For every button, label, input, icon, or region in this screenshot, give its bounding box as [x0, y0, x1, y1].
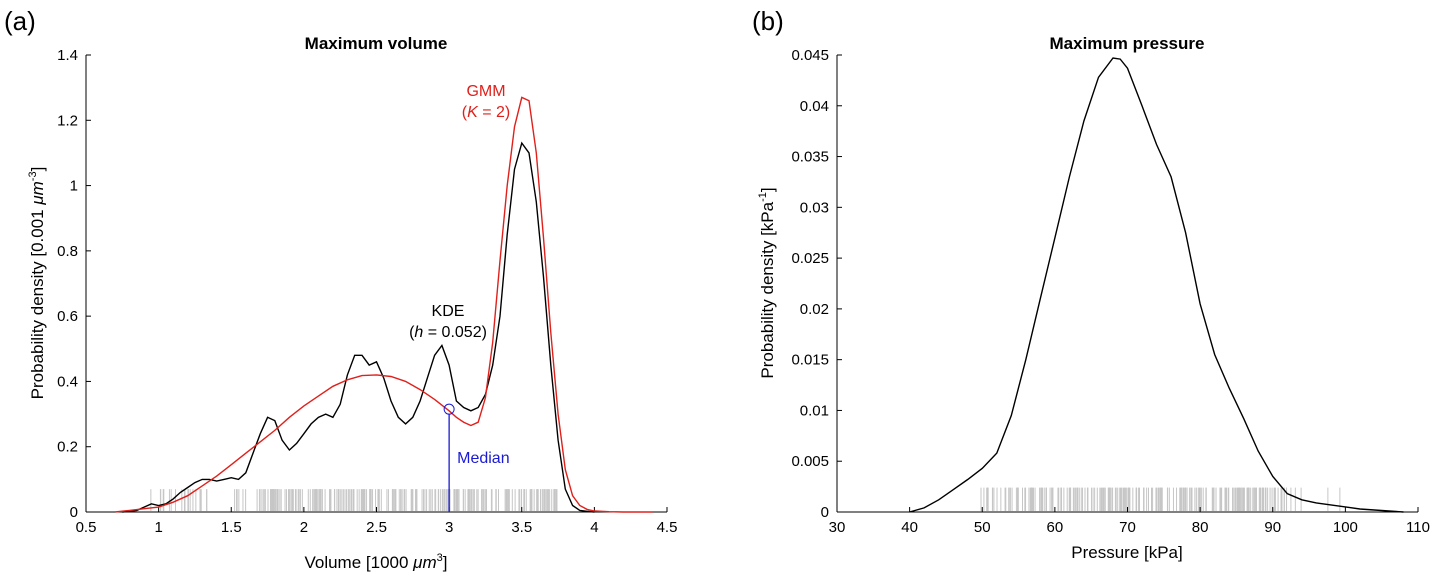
y-tick-label: 0.8: [57, 243, 78, 260]
panel-b-rug-plot: [980, 487, 1341, 511]
x-tick-label: 3.5: [511, 519, 532, 536]
panel-b-x-axis-line: [837, 511, 1418, 513]
panel-a-x-axis-label: Volume [1000 μm3]: [304, 552, 447, 572]
panel-b-y-axis-line: [836, 55, 838, 512]
y-tick-label: 1: [70, 178, 78, 195]
y-tick-label: 0.015: [791, 352, 829, 369]
x-tick-label: 4.5: [657, 519, 678, 536]
x-tick-label: 50: [974, 519, 991, 536]
x-tick-label: 2: [300, 519, 308, 536]
y-tick-label: 0.04: [800, 98, 829, 115]
gmm-param: (K = 2): [462, 104, 510, 121]
x-tick-label: 60: [1047, 519, 1064, 536]
y-tick-label: 0.02: [800, 301, 829, 318]
median-marker: [443, 403, 455, 415]
panel-a-ticks: 0.5 1 1.5 2 2.5 3 3.5 4 4.5 0 0.2 0.4 0.6 0.8 1 1.2 1.4: [57, 47, 677, 536]
pressure-kde-curve: [909, 57, 1404, 513]
panel-a-x-axis-line: [86, 511, 667, 513]
x-tick-label: 30: [829, 519, 846, 536]
y-tick-label: 0.01: [800, 402, 829, 419]
gmm-curve: [114, 96, 653, 513]
y-tick-label: 0.6: [57, 308, 78, 325]
panel-b-y-axis-label: Probability density [kPa-1]: [757, 187, 777, 378]
y-tick-label: 0.03: [800, 199, 829, 216]
y-tick-label: 0: [821, 504, 829, 521]
x-tick-label: 4: [590, 519, 598, 536]
y-tick-label: 0: [70, 504, 78, 521]
median-label: Median: [457, 450, 509, 467]
y-tick-label: 0.005: [791, 453, 829, 470]
y-tick-label: 0.035: [791, 149, 829, 166]
kde-param: (h = 0.052): [409, 324, 487, 341]
x-tick-label: 0.5: [76, 519, 97, 536]
y-tick-label: 1.4: [57, 47, 78, 64]
x-tick-label: 70: [1119, 519, 1136, 536]
panel-b-title: Maximum pressure: [1050, 34, 1205, 53]
x-tick-label: 2.5: [366, 519, 387, 536]
y-tick-label: 0.4: [57, 373, 78, 390]
x-tick-label: 80: [1192, 519, 1209, 536]
panel-a-title: Maximum volume: [305, 34, 448, 53]
panel-a-rug-plot: [150, 489, 558, 511]
y-tick-label: 1.2: [57, 112, 78, 129]
x-tick-label: 110: [1406, 519, 1430, 536]
kde-curve: [122, 141, 595, 513]
panel-b: (b) Maximum pressure 30 40 50 60 70 80 90 100 11…: [752, 6, 1430, 562]
panel-b-ticks: 30 40 50 60 70 80 90 100 110 0 0.005 0.01 0.015 0.02 0…: [791, 47, 1430, 536]
panel-a-y-axis-line: [85, 55, 87, 512]
y-tick-label: 0.025: [791, 250, 829, 267]
y-tick-label: 0.2: [57, 439, 78, 456]
panel-b-x-axis-label: Pressure [kPa]: [1071, 543, 1183, 562]
panel-a-label: (a): [4, 6, 36, 36]
x-tick-label: 90: [1264, 519, 1281, 536]
x-tick-label: 40: [901, 519, 918, 536]
x-tick-label: 1.5: [221, 519, 242, 536]
gmm-label: GMM: [466, 83, 505, 100]
y-tick-label: 0.045: [791, 47, 829, 64]
panel-a-y-axis-label: Probability density [0.001 μm-3]: [27, 167, 47, 400]
panel-b-label: (b): [752, 6, 784, 36]
x-tick-label: 1: [154, 519, 162, 536]
panel-a: (a) Maximum volume 0.5 1 1.5 2 2.5 3 3.5 4 4.500…: [4, 6, 677, 572]
x-tick-label: 3: [445, 519, 453, 536]
kde-label: KDE: [432, 303, 465, 320]
x-tick-label: 100: [1333, 519, 1358, 536]
